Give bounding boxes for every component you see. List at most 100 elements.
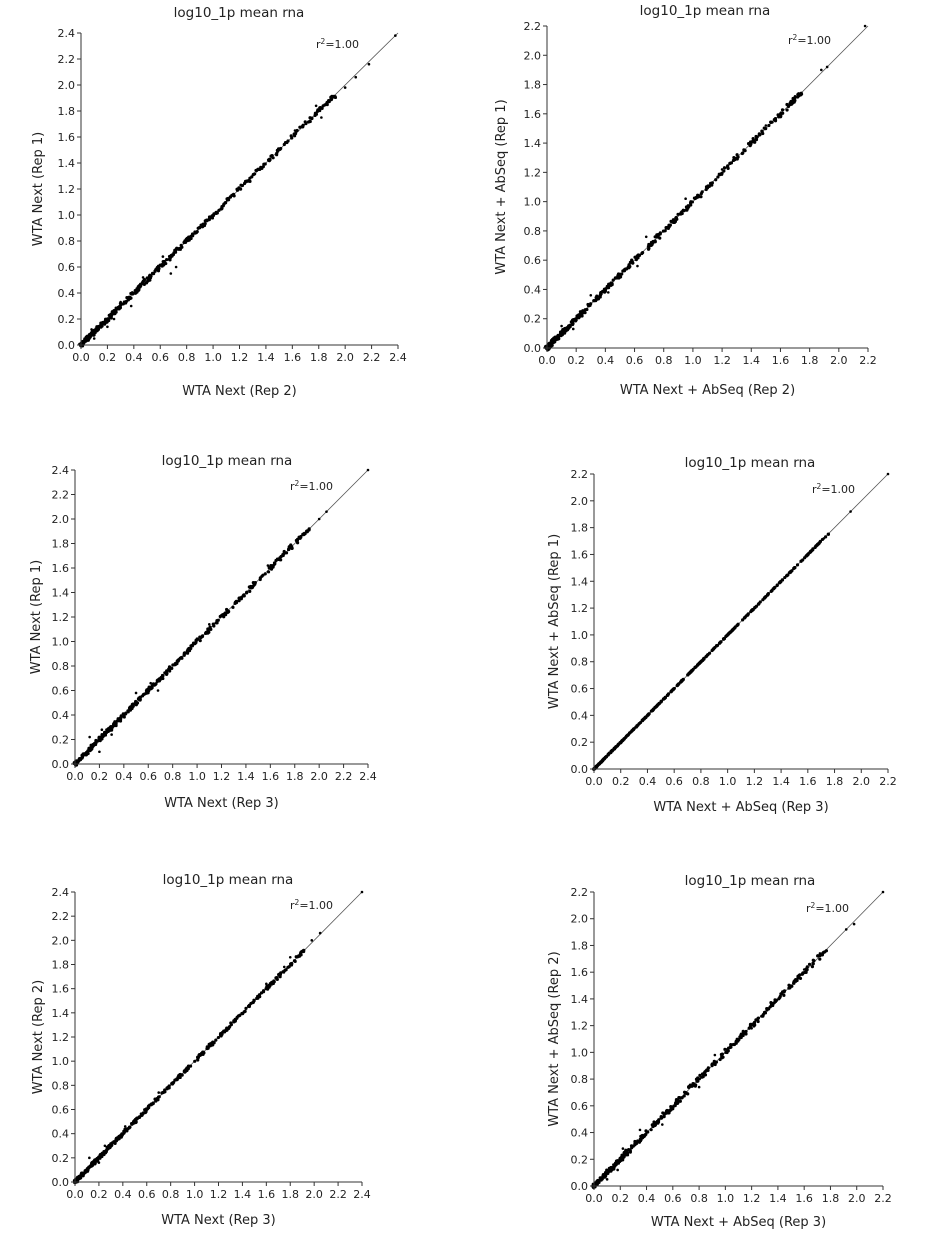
y-tick-label: 1.4 — [571, 575, 589, 588]
data-point — [325, 510, 328, 513]
data-point — [205, 218, 209, 222]
data-point — [689, 200, 693, 204]
y-tick-label: 0.2 — [524, 313, 542, 326]
data-point — [187, 646, 192, 651]
data-point — [637, 721, 641, 726]
y-tick-label: 0.6 — [524, 254, 542, 267]
x-tick-label: 1.2 — [231, 351, 249, 364]
data-point — [756, 602, 761, 606]
x-tick-label: 1.4 — [237, 770, 255, 783]
r-squared-base: r — [788, 34, 793, 47]
data-point — [638, 1128, 642, 1132]
x-tick-label: 0.0 — [538, 354, 556, 367]
data-point — [612, 1167, 616, 1171]
data-point — [135, 287, 139, 291]
x-tick-label: 1.0 — [717, 1192, 735, 1205]
data-point — [631, 261, 635, 265]
data-point — [811, 958, 815, 962]
y-tick-label: 2.2 — [52, 910, 70, 923]
data-point — [144, 689, 149, 693]
data-point — [589, 294, 593, 297]
data-point — [261, 165, 265, 169]
data-point — [598, 1176, 602, 1180]
data-point — [154, 682, 158, 686]
data-point — [256, 167, 260, 172]
data-point — [261, 989, 266, 993]
data-point — [360, 890, 364, 894]
data-point — [106, 325, 109, 329]
data-point — [90, 328, 93, 331]
data-point — [137, 285, 141, 289]
data-point — [141, 693, 146, 697]
data-point — [707, 184, 711, 188]
data-point — [106, 727, 110, 731]
data-point — [134, 691, 138, 695]
data-point — [676, 1098, 680, 1102]
data-point — [200, 634, 205, 638]
x-axis-label: WTA Next (Rep 3) — [164, 796, 278, 811]
data-point — [700, 190, 704, 194]
data-point — [722, 636, 726, 641]
x-tick-label: 1.0 — [684, 354, 702, 367]
data-point — [756, 1019, 760, 1024]
data-point — [765, 1008, 769, 1012]
y-tick-label: 0.6 — [52, 1104, 70, 1117]
data-point — [292, 132, 296, 136]
data-point — [123, 1125, 127, 1128]
data-point — [140, 1112, 145, 1116]
data-point — [318, 931, 322, 935]
data-point — [769, 1004, 773, 1008]
y-tick-label: 0.8 — [571, 656, 589, 669]
data-point — [810, 965, 815, 969]
data-point — [825, 65, 829, 69]
data-point — [141, 282, 146, 286]
data-point — [250, 585, 254, 589]
data-point — [192, 642, 196, 646]
points-group — [78, 34, 397, 348]
chart-title: log10_1p mean rna — [685, 455, 816, 471]
data-point — [162, 259, 166, 264]
data-point — [168, 666, 172, 670]
data-point — [142, 278, 146, 283]
r-squared-value: =1.00 — [299, 480, 333, 493]
data-point — [166, 1086, 170, 1090]
data-point — [88, 1156, 91, 1160]
data-point — [641, 1136, 645, 1140]
r-squared-superscript: 2 — [295, 479, 300, 488]
data-point — [228, 1024, 232, 1029]
y-tick-label: 2.0 — [52, 934, 70, 947]
data-point — [595, 1181, 600, 1185]
data-point — [594, 295, 598, 300]
data-point — [728, 161, 732, 166]
data-point — [602, 1175, 606, 1179]
data-point — [108, 725, 113, 729]
y-axis-label: WTA Next (Rep 1) — [31, 132, 46, 246]
x-tick-label: 1.4 — [772, 775, 790, 788]
data-point — [653, 240, 657, 244]
data-point — [795, 563, 800, 567]
data-point — [792, 981, 796, 985]
data-point — [97, 1161, 101, 1164]
data-point — [756, 1016, 760, 1020]
data-point — [145, 276, 149, 280]
data-point — [85, 338, 89, 342]
data-point — [182, 653, 186, 657]
data-point — [119, 1133, 123, 1137]
data-point — [278, 147, 282, 151]
data-point — [247, 1004, 251, 1009]
chart-title: log10_1p mean rna — [162, 453, 293, 469]
data-point — [228, 195, 233, 199]
data-point — [275, 148, 280, 152]
x-tick-label: 2.4 — [353, 1188, 371, 1201]
data-point — [205, 1045, 209, 1049]
data-point — [649, 240, 654, 245]
data-point — [609, 1166, 613, 1170]
data-point — [310, 939, 314, 942]
data-point — [297, 954, 302, 958]
data-point — [758, 133, 762, 137]
data-point — [221, 204, 225, 208]
data-point — [248, 176, 252, 180]
r-squared-value: =1.00 — [815, 902, 849, 915]
x-tick-label: 1.6 — [284, 351, 302, 364]
data-point — [820, 952, 825, 957]
